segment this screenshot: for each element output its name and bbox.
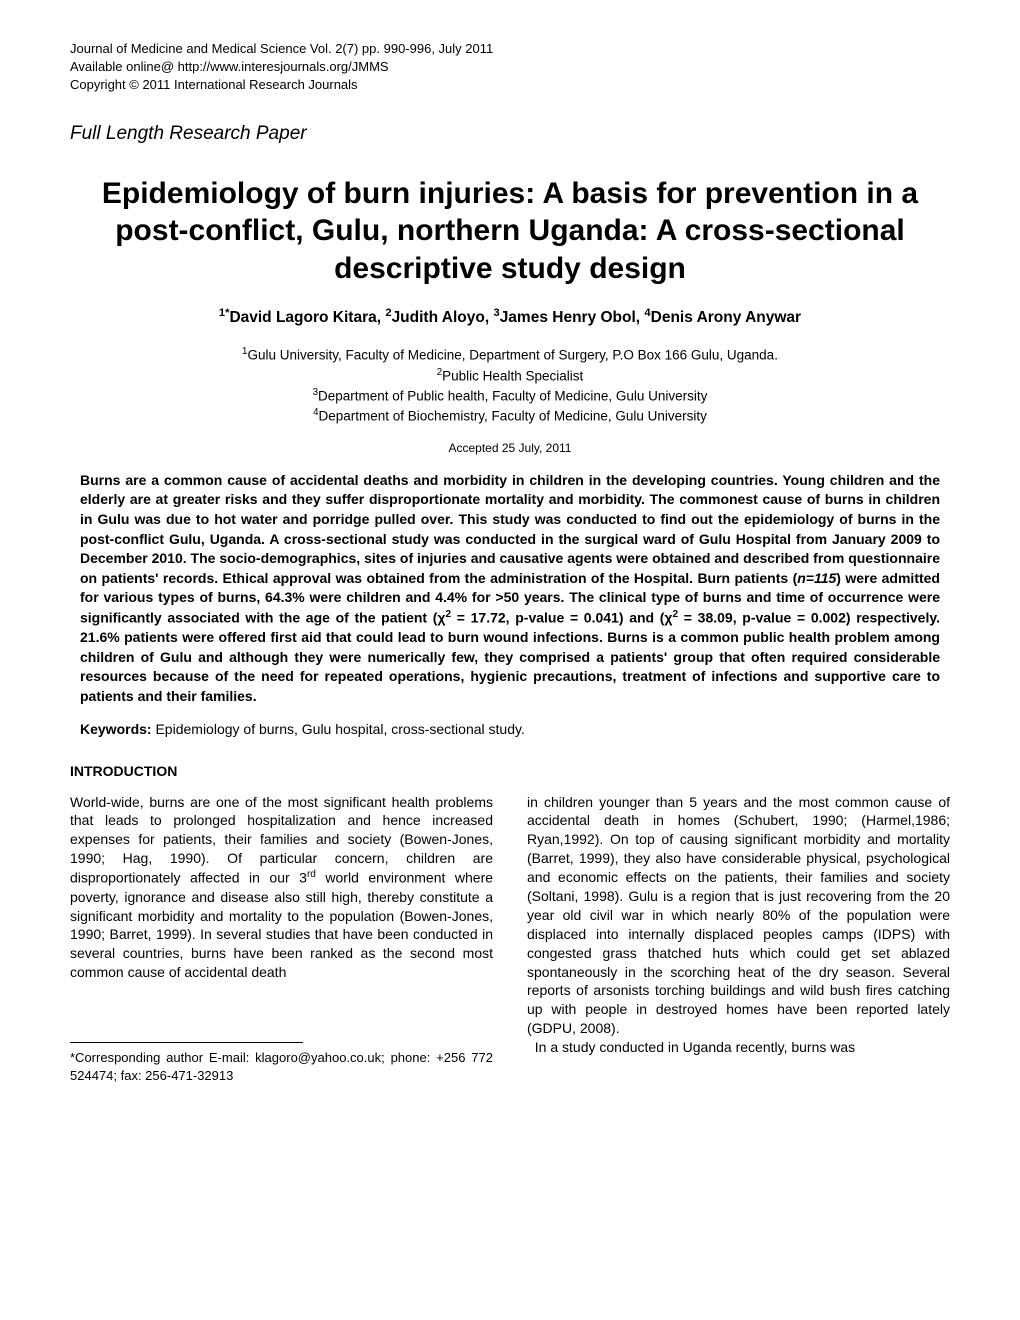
affiliation-1: 1Gulu University, Faculty of Medicine, D… <box>70 345 950 365</box>
affiliation-3: 3Department of Public health, Faculty of… <box>70 386 950 406</box>
affiliation-2: 2Public Health Specialist <box>70 366 950 386</box>
footnote-divider <box>70 1042 303 1043</box>
intro-col1-text: World-wide, burns are one of the most si… <box>70 793 493 983</box>
paper-title: Epidemiology of burn injuries: A basis f… <box>70 175 950 288</box>
affiliations-block: 1Gulu University, Faculty of Medicine, D… <box>70 345 950 427</box>
introduction-heading: INTRODUCTION <box>70 763 950 779</box>
column-right: in children younger than 5 years and the… <box>527 793 950 1085</box>
corresponding-author-footnote: *Corresponding author E-mail: klagoro@ya… <box>70 1049 493 1084</box>
authors-list: 1*David Lagoro Kitara, 2Judith Aloyo, 3J… <box>70 307 950 327</box>
copyright-line: Copyright © 2011 International Research … <box>70 76 950 94</box>
online-line: Available online@ http://www.interesjour… <box>70 58 950 76</box>
paper-type-label: Full Length Research Paper <box>70 123 950 145</box>
journal-line: Journal of Medicine and Medical Science … <box>70 40 950 58</box>
accepted-date: Accepted 25 July, 2011 <box>70 441 950 455</box>
journal-header: Journal of Medicine and Medical Science … <box>70 40 950 95</box>
intro-col2-text: in children younger than 5 years and the… <box>527 793 950 1057</box>
introduction-body: World-wide, burns are one of the most si… <box>70 793 950 1085</box>
abstract-text: Burns are a common cause of accidental d… <box>70 471 950 707</box>
column-left: World-wide, burns are one of the most si… <box>70 793 493 1085</box>
keywords-block: Keywords: Epidemiology of burns, Gulu ho… <box>70 721 950 737</box>
keywords-label: Keywords: <box>80 721 155 737</box>
affiliation-4: 4Department of Biochemistry, Faculty of … <box>70 406 950 426</box>
keywords-text: Epidemiology of burns, Gulu hospital, cr… <box>155 721 524 737</box>
